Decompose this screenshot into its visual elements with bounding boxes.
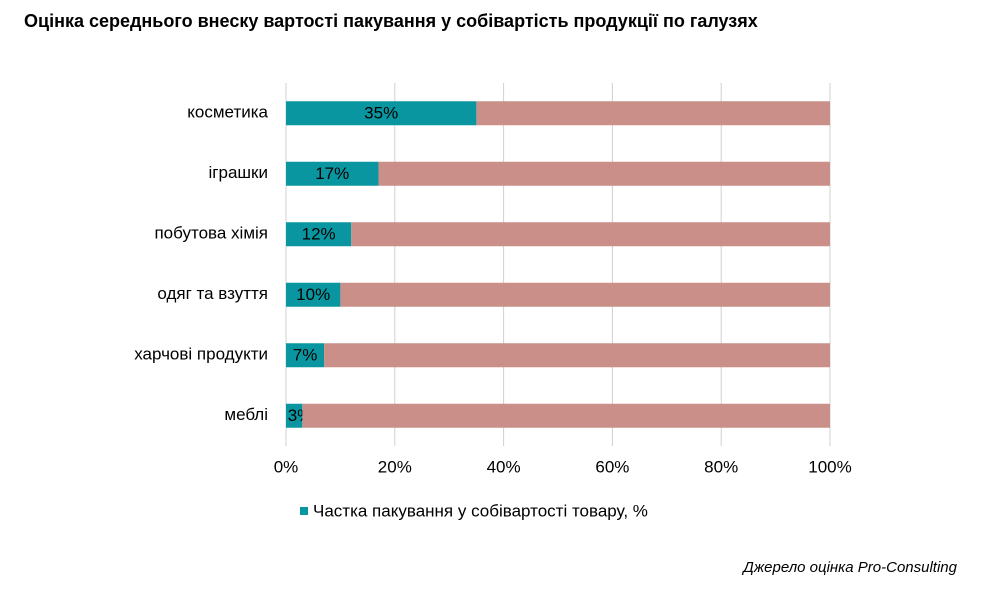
bar-segment xyxy=(286,222,352,247)
chart-title: Оцінка середнього внеску вартості пакува… xyxy=(24,11,758,31)
x-tick-label: 0% xyxy=(274,457,299,476)
bar-segment xyxy=(476,101,830,126)
bar-segment xyxy=(324,343,830,368)
x-tick-label: 20% xyxy=(378,457,412,476)
bar-segment xyxy=(351,222,830,247)
data-label: 12% xyxy=(302,225,336,244)
x-tick-label: 100% xyxy=(808,457,851,476)
legend-label: Частка пакування у собівартості товару, … xyxy=(313,501,648,520)
data-label: 10% xyxy=(296,285,330,304)
bar-segment xyxy=(340,282,830,307)
bar-segment xyxy=(286,282,341,307)
x-tick-label: 40% xyxy=(487,457,521,476)
data-label: 17% xyxy=(315,164,349,183)
legend-swatch xyxy=(300,507,308,515)
data-label: 35% xyxy=(364,104,398,123)
y-tick-label: іграшки xyxy=(209,163,268,182)
bar-segment xyxy=(286,403,303,428)
y-tick-label: одяг та взуття xyxy=(157,284,268,303)
bar-segment xyxy=(286,343,325,368)
data-label: 7% xyxy=(293,346,318,365)
y-tick-label: косметика xyxy=(187,103,268,122)
bar-segment xyxy=(286,101,477,126)
y-tick-label: харчові продукти xyxy=(134,345,268,364)
y-tick-label: побутова хімія xyxy=(154,224,268,243)
y-tick-label: меблі xyxy=(224,405,268,424)
bar-segment xyxy=(286,161,379,186)
x-tick-label: 80% xyxy=(704,457,738,476)
x-tick-label: 60% xyxy=(595,457,629,476)
source-note: Джерело оцінка Pro-Consulting xyxy=(741,559,957,576)
bar-segment xyxy=(302,403,830,428)
bar-segment xyxy=(378,161,830,186)
